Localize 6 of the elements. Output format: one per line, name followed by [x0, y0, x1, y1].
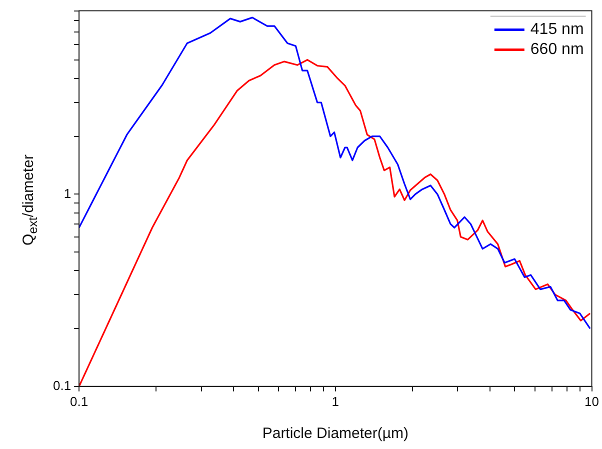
x-tick-label: 10: [584, 394, 600, 409]
x-tick-label: 1: [332, 394, 340, 409]
x-tick-label: 0.1: [70, 394, 88, 409]
legend-label: 660 nm: [530, 41, 584, 58]
legend-label: 415 nm: [530, 21, 584, 38]
x-axis-title: Particle Diameter(µm): [262, 425, 409, 442]
